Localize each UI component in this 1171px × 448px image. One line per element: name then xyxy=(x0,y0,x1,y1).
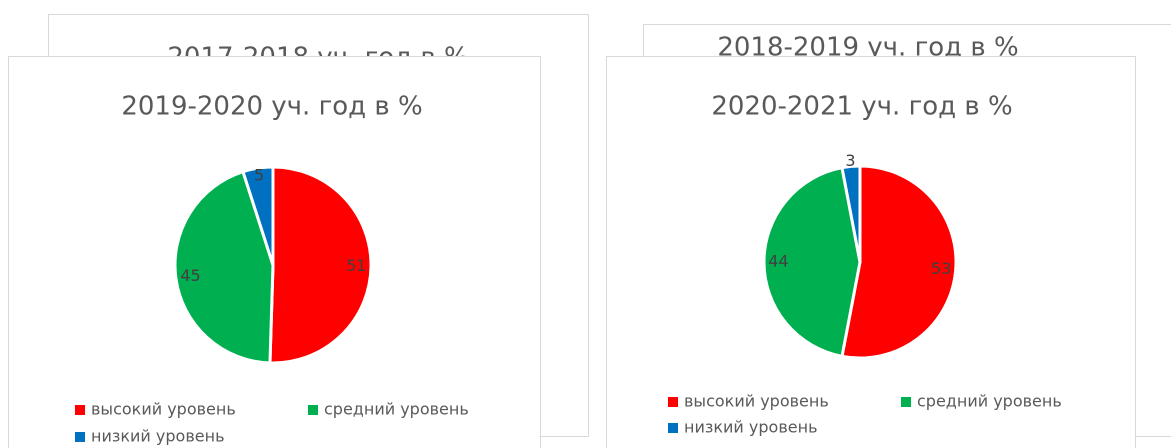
pie-slice xyxy=(268,165,373,365)
chart-title: 2019-2020 уч. год в % xyxy=(121,92,422,122)
legend-label: низкий уровень xyxy=(684,418,818,437)
legend-swatch xyxy=(901,397,911,407)
chart-title: 2020-2021 уч. год в % xyxy=(711,92,1012,122)
legend-label: средний уровень xyxy=(917,392,1062,411)
data-label: 3 xyxy=(845,151,855,170)
pie-slice xyxy=(840,164,862,263)
pie-slice xyxy=(241,165,275,266)
legend-swatch xyxy=(308,405,318,415)
legend-swatch xyxy=(668,423,678,433)
data-label: 45 xyxy=(180,266,200,285)
legend-label: средний уровень xyxy=(324,400,469,419)
legend-swatch xyxy=(75,405,85,415)
data-label: 5 xyxy=(254,165,264,184)
pie-slice xyxy=(840,164,958,360)
data-label: 51 xyxy=(346,256,366,275)
legend-label: высокий уровень xyxy=(91,400,236,419)
pie-slice xyxy=(762,165,862,359)
legend-label: низкий уровень xyxy=(91,427,225,446)
legend-label: высокий уровень xyxy=(684,392,829,411)
pie-slice xyxy=(173,169,275,365)
data-label: 53 xyxy=(931,259,951,278)
legend-swatch xyxy=(668,397,678,407)
legend-swatch xyxy=(75,432,85,442)
data-label: 44 xyxy=(768,252,788,271)
